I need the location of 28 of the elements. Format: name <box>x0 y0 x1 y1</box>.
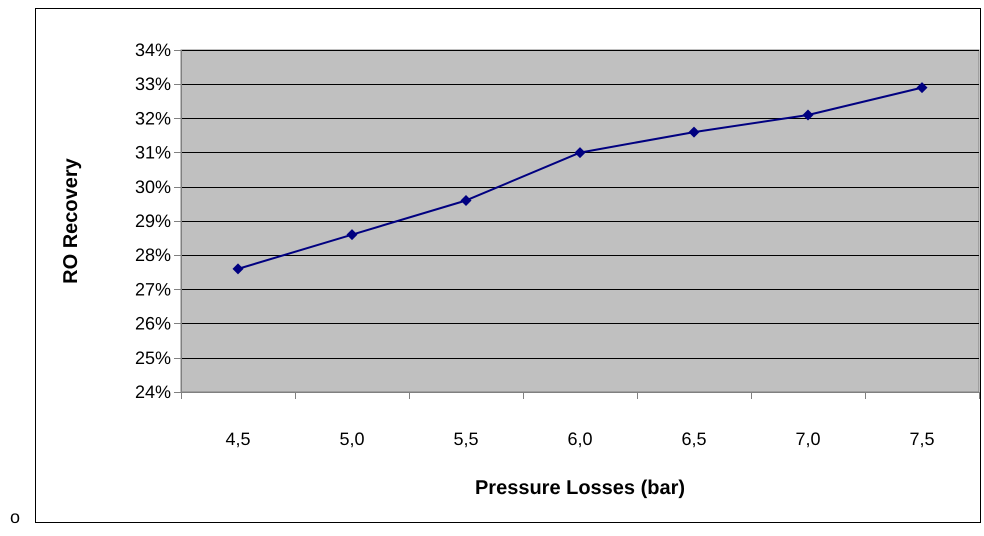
y-axis-title: RO Recovery <box>60 157 82 284</box>
y-tick-label: 26% <box>134 314 171 334</box>
y-tick-label: 25% <box>134 348 171 368</box>
y-tick-label: 33% <box>134 74 171 94</box>
x-tick-label: 7,0 <box>795 429 821 449</box>
text: o <box>10 507 20 527</box>
y-tick-label: 34% <box>134 40 171 60</box>
point <box>916 82 928 94</box>
x-tick-label: 7,5 <box>909 429 935 449</box>
x-tick-label: 4,5 <box>225 429 251 449</box>
y-tick-label: 31% <box>134 142 171 163</box>
point <box>232 263 244 274</box>
x-tick-label: 6,5 <box>681 429 707 449</box>
y-tick-label: 32% <box>134 108 171 128</box>
x-tick-label: 5,0 <box>339 429 365 449</box>
y-tick-label: 29% <box>134 211 171 231</box>
point <box>346 229 358 240</box>
point <box>802 109 814 120</box>
y-tick-label: 30% <box>134 176 171 197</box>
x-tick-label: 5,5 <box>453 429 479 449</box>
x-axis-title: Pressure Losses (bar) <box>474 477 686 499</box>
point <box>460 194 472 206</box>
y-tick-label: 27% <box>134 279 171 300</box>
y-tick-label: 24% <box>134 382 171 402</box>
point <box>688 126 700 138</box>
point <box>574 147 586 158</box>
x-tick-label: 6,0 <box>567 429 593 449</box>
y-tick-label: 28% <box>134 245 171 266</box>
